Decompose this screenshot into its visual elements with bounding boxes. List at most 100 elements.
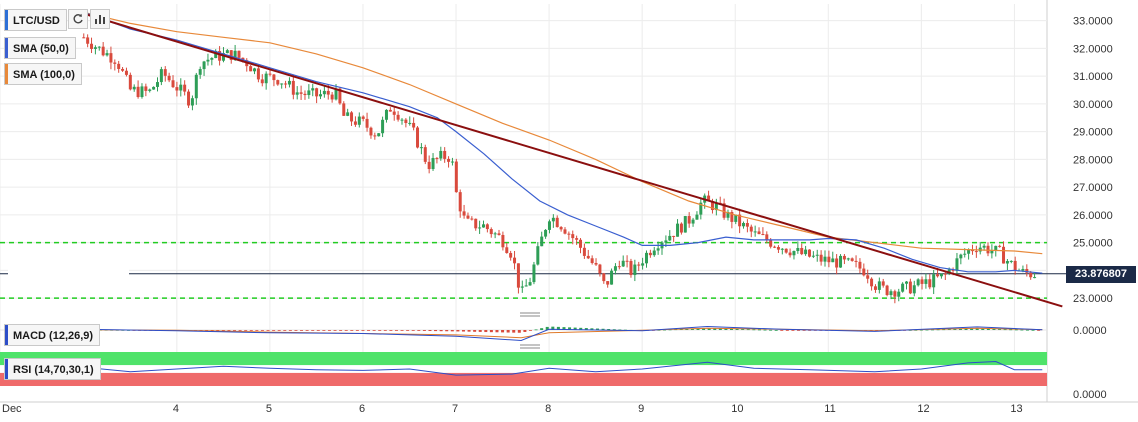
rsi-oversold-band: [0, 372, 1047, 386]
candle-body: [365, 118, 369, 128]
candle-body: [893, 291, 897, 297]
chart-type-button[interactable]: [90, 9, 110, 29]
candle-body: [870, 278, 874, 287]
candle-body: [710, 201, 714, 211]
candle-body: [462, 211, 466, 216]
candle-body: [714, 202, 718, 211]
candle-body: [1005, 261, 1009, 264]
candle-body: [124, 70, 128, 75]
macd-histogram-bar: [221, 330, 225, 331]
candle-body: [369, 127, 373, 136]
candle-body: [551, 217, 555, 222]
candle-body: [109, 53, 113, 63]
candle-body: [416, 127, 420, 148]
candle-body: [1002, 246, 1006, 264]
macd-histogram-bar: [713, 328, 717, 330]
macd-histogram-bar: [568, 327, 572, 330]
candle-body: [400, 119, 404, 121]
candle-body: [299, 92, 303, 94]
candle-body: [613, 266, 617, 271]
candle-body: [800, 248, 804, 255]
macd-histogram-bar: [774, 329, 778, 331]
candle-body: [924, 279, 928, 284]
macd-histogram-bar: [579, 327, 583, 330]
refresh-button[interactable]: [68, 9, 88, 29]
y-tick-label: 29.0000: [1073, 127, 1113, 139]
candle-body: [563, 229, 567, 234]
candle-body: [889, 291, 893, 296]
macd-histogram-bar: [378, 330, 382, 331]
candle-body: [90, 43, 94, 49]
y-tick-label: 32.0000: [1073, 43, 1113, 55]
x-tick-label: 5: [266, 403, 272, 415]
macd-histogram-bar: [367, 330, 371, 331]
macd-histogram-bar: [216, 330, 220, 331]
macd-histogram-bar: [925, 329, 929, 331]
candle-body: [315, 88, 319, 97]
candle-body: [998, 245, 1002, 247]
candle-body: [602, 273, 606, 282]
sma100-tag[interactable]: SMA (100,0): [4, 63, 82, 85]
candle-body: [606, 281, 610, 285]
candle-body: [253, 68, 257, 72]
candle-body: [668, 235, 672, 241]
candle-body: [206, 59, 210, 62]
sma100-label: SMA (100,0): [13, 69, 75, 81]
candle-body: [691, 219, 695, 224]
candle-body: [753, 231, 757, 233]
candle-body: [171, 80, 175, 88]
x-tick-label: 8: [545, 403, 551, 415]
macd-histogram-bar: [724, 328, 728, 330]
candle-body: [155, 82, 159, 87]
candle-body: [912, 285, 916, 294]
candle-body: [994, 245, 998, 251]
symbol-tag[interactable]: LTC/USD: [4, 9, 67, 31]
y-tick-label: 33.0000: [1073, 16, 1113, 28]
macd-histogram-bar: [1037, 330, 1041, 331]
candle-body: [357, 116, 361, 125]
candle-body: [784, 248, 788, 253]
x-tick-label: Dec: [2, 403, 22, 415]
macd-histogram-bar: [797, 330, 801, 331]
candle-body: [350, 112, 354, 122]
candle-body: [920, 279, 924, 284]
macd-histogram-bar: [288, 330, 292, 331]
macd-histogram-bar: [947, 329, 951, 330]
candle-body: [291, 80, 295, 95]
candle-body: [373, 135, 377, 137]
macd-histogram-bar: [735, 328, 739, 330]
candle-body: [532, 264, 536, 283]
candle-body: [233, 50, 237, 60]
macd-tag[interactable]: MACD (12,26,9): [4, 324, 101, 346]
candle-body: [594, 262, 598, 265]
candle-body: [664, 240, 668, 243]
candle-body: [536, 246, 540, 265]
candle-body: [854, 260, 858, 262]
candle-body: [916, 279, 920, 286]
macd-histogram-bar: [238, 330, 242, 331]
candle-body: [897, 291, 901, 297]
candle-body: [932, 274, 936, 288]
macd-histogram-bar: [562, 327, 566, 330]
candle-body: [982, 245, 986, 248]
candle-body: [986, 245, 990, 254]
macd-histogram-bar: [986, 328, 990, 330]
rsi-tag[interactable]: RSI (14,70,30,1): [4, 358, 101, 380]
macd-histogram-bar: [763, 329, 767, 331]
candle-body: [167, 75, 171, 81]
candle-body: [513, 257, 517, 264]
macd-histogram-bar: [266, 330, 270, 331]
candle-body: [819, 254, 823, 262]
macd-histogram-bar: [506, 330, 510, 333]
candle-body: [780, 248, 784, 250]
candle-body: [1025, 268, 1029, 273]
candle-body: [652, 250, 656, 256]
sma50-tag[interactable]: SMA (50,0): [4, 37, 76, 59]
candle-body: [951, 269, 955, 271]
macd-histogram-bar: [467, 330, 471, 332]
candle-body: [629, 260, 633, 276]
price-panel-bg: [0, 4, 1047, 312]
candle-body: [901, 283, 905, 292]
